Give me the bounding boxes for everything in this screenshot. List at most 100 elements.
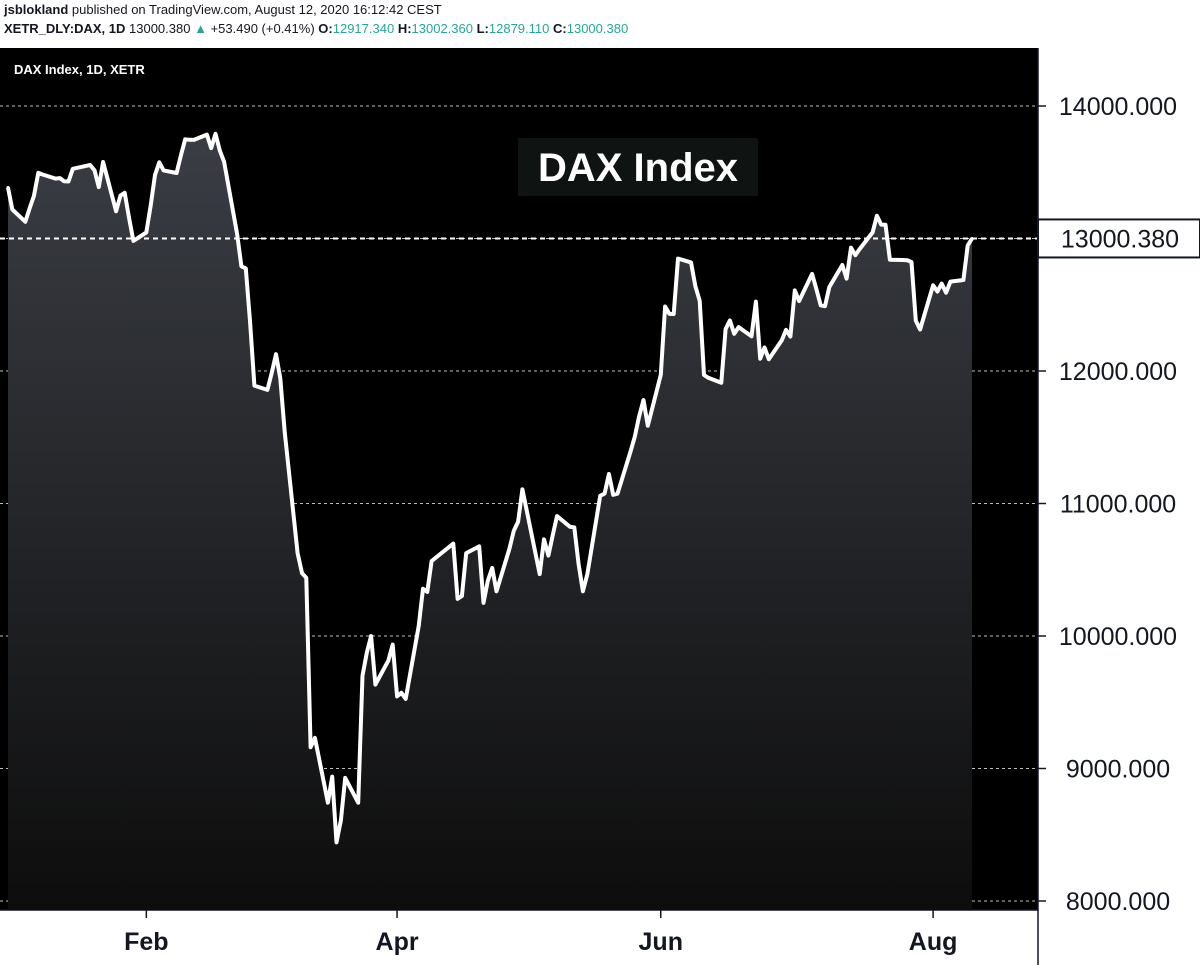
symbol-name[interactable]: XETR_DLY:DAX, 1D — [4, 21, 126, 36]
data-point — [698, 299, 702, 303]
data-point — [395, 694, 399, 698]
published-text: published on TradingView.com, August 12,… — [71, 2, 442, 17]
x-tick-label: Jun — [639, 928, 683, 956]
data-point — [425, 590, 429, 594]
data-point — [823, 304, 827, 308]
chart-title: DAX Index — [538, 146, 738, 190]
chart-header: jsblokland published on TradingView.com,… — [4, 0, 1194, 40]
data-point — [490, 566, 494, 570]
data-point — [222, 160, 226, 164]
price-axis[interactable] — [1038, 48, 1200, 910]
data-point — [763, 346, 766, 349]
data-point — [274, 352, 278, 356]
data-point — [41, 173, 45, 176]
data-point — [153, 173, 157, 177]
data-point — [304, 576, 308, 580]
data-point — [819, 303, 823, 307]
data-point — [361, 674, 364, 678]
data-point — [577, 562, 581, 566]
data-point — [10, 208, 14, 211]
data-point — [188, 138, 192, 142]
data-point — [910, 260, 913, 264]
data-point — [810, 272, 814, 276]
data-point — [162, 168, 166, 172]
data-point — [127, 216, 131, 220]
x-axis-ticks: Feb Apr Jun Aug — [124, 910, 957, 956]
data-point — [546, 554, 550, 558]
data-point — [581, 589, 585, 593]
data-point — [905, 258, 909, 262]
last-price: 13000.380 — [129, 21, 191, 36]
data-point — [399, 691, 403, 695]
data-point — [32, 194, 36, 198]
x-tick-label: Apr — [376, 928, 419, 956]
data-point — [300, 571, 304, 575]
y-tick-label: 12000.000 — [1059, 358, 1177, 386]
data-point — [633, 435, 637, 439]
data-point — [62, 179, 66, 183]
data-point — [871, 230, 875, 234]
data-point — [309, 745, 313, 749]
title-box — [518, 138, 758, 196]
data-point — [754, 300, 758, 304]
last-value-label: 13000.380 — [1061, 225, 1179, 253]
publisher-line: jsblokland published on TradingView.com,… — [4, 0, 1194, 20]
data-point — [884, 223, 887, 227]
data-point — [248, 320, 252, 324]
author-name[interactable]: jsblokland — [4, 2, 69, 17]
data-point — [278, 376, 282, 380]
data-point — [629, 450, 632, 454]
open-value: 12917.340 — [332, 21, 395, 36]
data-point — [265, 388, 269, 392]
low-label: L: — [476, 21, 489, 36]
data-point — [667, 312, 671, 316]
data-point — [365, 651, 369, 655]
data-point — [555, 514, 559, 518]
data-point — [71, 167, 75, 171]
data-point — [144, 230, 148, 234]
data-point — [888, 258, 892, 262]
data-point — [430, 559, 434, 563]
data-point — [637, 414, 641, 418]
data-point — [356, 801, 360, 805]
data-point — [421, 587, 425, 591]
data-point — [512, 529, 516, 533]
data-point — [737, 325, 741, 329]
data-point — [252, 384, 256, 388]
data-point — [797, 299, 801, 303]
data-point — [646, 424, 650, 428]
data-point — [131, 239, 135, 243]
pane-legend[interactable]: DAX Index, 1D, XETR — [14, 62, 145, 77]
data-point — [659, 373, 663, 377]
data-point — [244, 266, 248, 270]
data-point — [849, 246, 853, 250]
data-point — [750, 334, 753, 338]
data-point — [784, 328, 788, 332]
data-point — [724, 327, 728, 331]
data-point — [28, 206, 32, 210]
data-point — [918, 328, 922, 331]
data-point — [693, 284, 697, 288]
data-point — [175, 171, 179, 175]
data-point — [417, 624, 421, 628]
data-point — [456, 597, 460, 601]
time-axis[interactable] — [0, 910, 1038, 965]
close-label: C: — [553, 21, 567, 36]
close-value: 13000.380 — [566, 21, 629, 36]
data-point — [568, 525, 572, 529]
high-value: 13002.360 — [411, 21, 473, 36]
data-point — [944, 291, 948, 295]
data-point — [672, 312, 676, 316]
y-tick-label: 14000.000 — [1059, 93, 1177, 121]
data-point — [840, 263, 844, 267]
data-point — [391, 643, 395, 646]
data-point — [689, 260, 693, 264]
data-point — [793, 288, 797, 292]
data-point — [93, 168, 96, 172]
data-point — [853, 253, 857, 257]
data-point — [326, 801, 330, 805]
data-point — [58, 176, 62, 180]
series-points — [6, 132, 974, 844]
data-point — [948, 280, 952, 284]
